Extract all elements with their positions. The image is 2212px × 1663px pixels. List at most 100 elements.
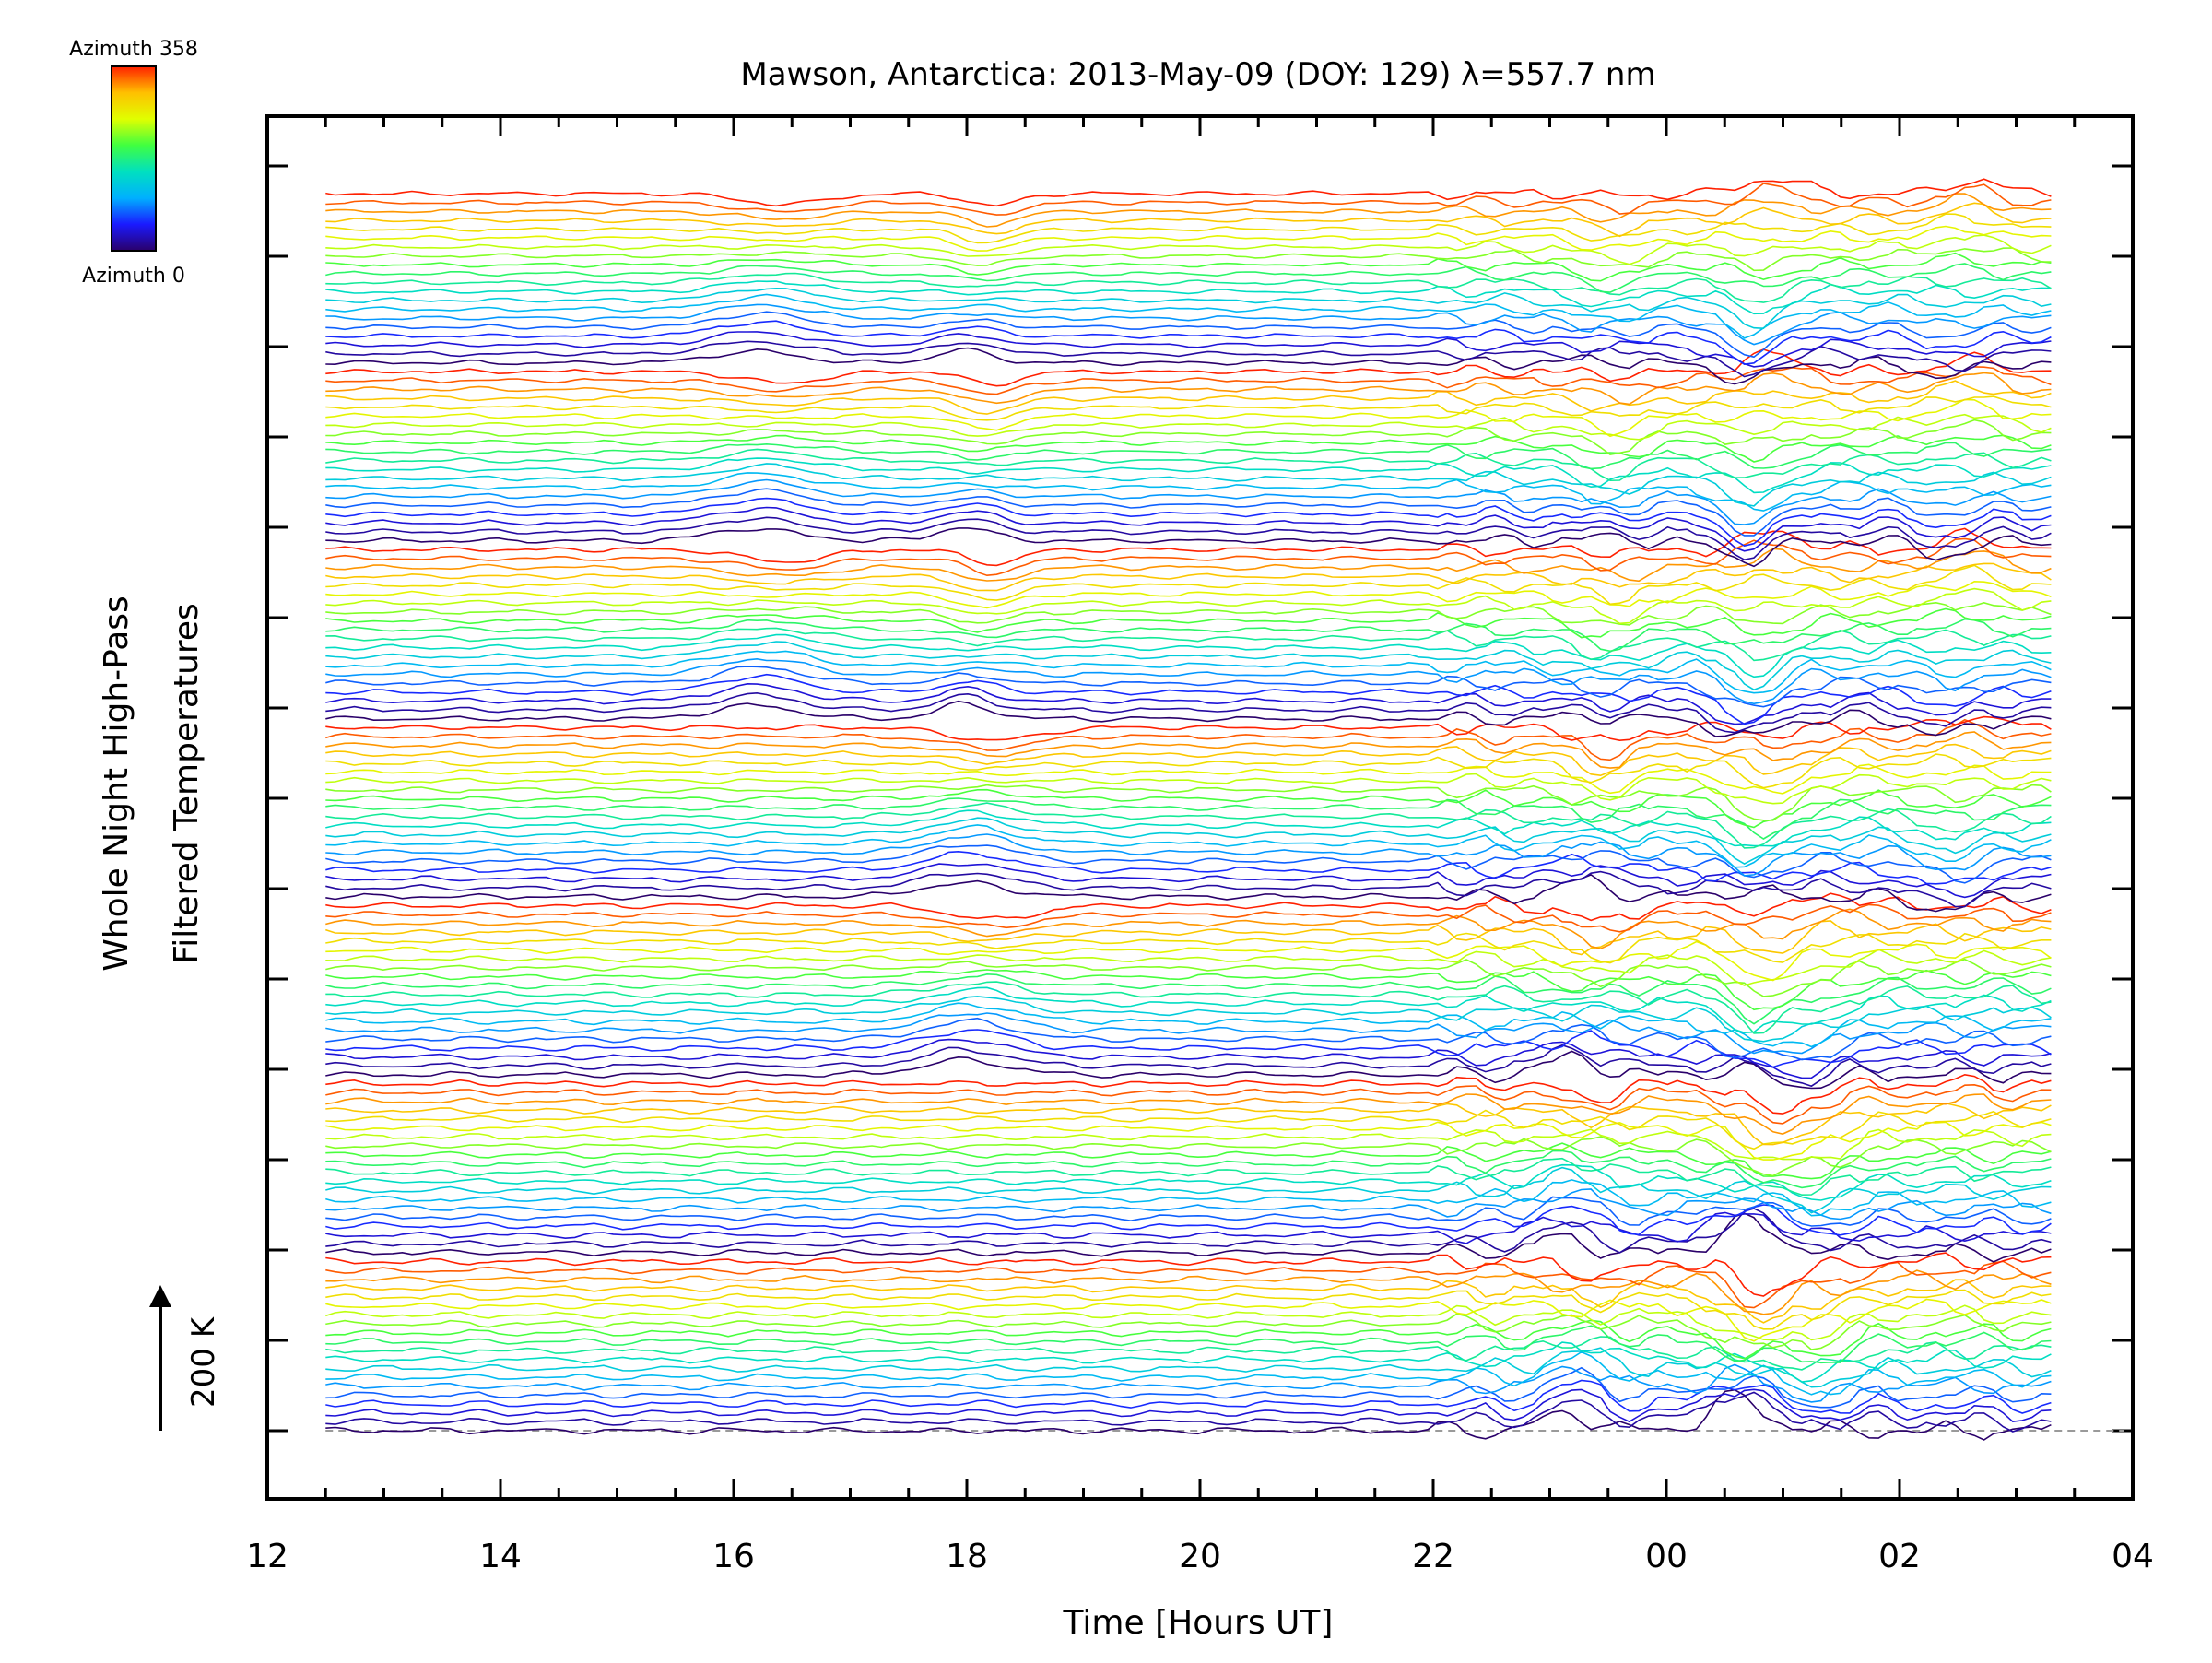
series-line xyxy=(325,272,2052,303)
series-line xyxy=(325,627,2052,662)
series-line xyxy=(325,587,2052,625)
series-line xyxy=(325,1208,2052,1254)
series-line xyxy=(325,1289,2052,1330)
series-line xyxy=(325,657,2052,705)
series-line xyxy=(325,673,2052,725)
series-line xyxy=(325,280,2052,315)
series-line xyxy=(325,225,2052,252)
series-line xyxy=(325,1313,2052,1350)
series-line xyxy=(325,1269,2052,1315)
series-line xyxy=(325,1050,2052,1090)
series-line xyxy=(325,1163,2052,1201)
series-line xyxy=(325,1379,2052,1414)
series-line xyxy=(325,940,2052,982)
colorbar-top-label: Azimuth 358 xyxy=(69,38,198,61)
series-line xyxy=(325,863,2052,899)
series-traces xyxy=(325,178,2124,1441)
series-line xyxy=(325,1388,2052,1423)
series-line xyxy=(325,958,2052,997)
series-line xyxy=(325,892,2052,922)
x-axis-ticks xyxy=(265,116,2135,1499)
scale-label: 200 K xyxy=(185,1315,222,1408)
series-line xyxy=(325,1128,2052,1161)
series-line xyxy=(325,850,2052,885)
series-line xyxy=(325,809,2052,847)
y-axis-label-line2: Filtered Temperatures xyxy=(168,603,206,964)
series-line xyxy=(325,234,2052,265)
series-line xyxy=(325,372,2052,406)
series-line xyxy=(325,1279,2052,1324)
plot-frame xyxy=(265,114,2135,1501)
series-line xyxy=(325,1044,2052,1088)
series-line xyxy=(325,1002,2052,1048)
series-line xyxy=(325,497,2052,548)
series-line xyxy=(325,1188,2052,1221)
series-line xyxy=(325,527,2052,567)
series-line xyxy=(325,178,2052,207)
series-line xyxy=(325,1083,2052,1125)
series-line xyxy=(325,303,2052,346)
series-line xyxy=(325,948,2052,986)
series-line xyxy=(325,580,2052,609)
series-line xyxy=(325,263,2052,293)
y-axis-label-line1: Whole Night High-Pass xyxy=(98,596,135,972)
x-tick-label: 14 xyxy=(479,1538,522,1575)
series-line xyxy=(325,773,2052,805)
x-tick-label: 18 xyxy=(946,1538,988,1575)
series-line xyxy=(325,548,2052,583)
series-line xyxy=(325,562,2052,592)
series-line xyxy=(325,870,2052,908)
series-line xyxy=(325,537,2052,577)
series-line xyxy=(325,1093,2052,1135)
series-line xyxy=(325,1121,2052,1161)
series-line xyxy=(325,1363,2052,1403)
series-line xyxy=(325,320,2052,366)
series-line xyxy=(325,908,2052,950)
series-line xyxy=(325,743,2052,777)
series-line xyxy=(325,1350,2052,1396)
series-line xyxy=(325,1336,2052,1371)
series-line xyxy=(325,641,2052,691)
series-line xyxy=(325,442,2052,470)
series-line xyxy=(325,784,2052,821)
series-line xyxy=(325,1260,2052,1309)
series-line xyxy=(325,932,2052,964)
series-line xyxy=(325,478,2052,525)
series-line xyxy=(325,1212,2052,1263)
series-line xyxy=(325,920,2052,956)
series-line xyxy=(325,516,2052,561)
series-line xyxy=(325,753,2052,789)
series-line xyxy=(325,802,2052,849)
series-line xyxy=(325,463,2052,507)
series-line xyxy=(325,824,2052,868)
series-line xyxy=(325,1157,2052,1197)
series-line xyxy=(325,1252,2052,1297)
series-line xyxy=(325,1204,2052,1236)
series-line xyxy=(325,419,2052,455)
series-line xyxy=(325,287,2052,330)
series-line xyxy=(325,903,2052,933)
x-axis-tick-labels: 12 14 16 18 20 22 00 02 04 xyxy=(246,1538,2154,1575)
scale-arrow-head xyxy=(149,1285,171,1307)
chart-title: Mawson, Antarctica: 2013-May-09 (DOY: 12… xyxy=(740,56,1655,93)
series-line xyxy=(325,618,2052,653)
series-line xyxy=(325,1142,2052,1180)
series-line xyxy=(325,366,2052,395)
colorbar-bottom-label: Azimuth 0 xyxy=(82,265,185,288)
series-line xyxy=(325,633,2052,678)
y-ticks xyxy=(267,164,2133,1433)
colorbar xyxy=(111,65,157,252)
series-line xyxy=(325,1347,2052,1388)
x-tick-label: 16 xyxy=(712,1538,755,1575)
series-line xyxy=(325,1298,2052,1342)
series-line xyxy=(325,1391,2052,1433)
series-line xyxy=(325,1038,2052,1079)
series-line xyxy=(325,1029,2052,1068)
x-tick-label: 04 xyxy=(2112,1538,2154,1575)
series-line xyxy=(325,434,2052,463)
series-line xyxy=(325,1150,2052,1189)
series-line xyxy=(325,1073,2052,1115)
series-line xyxy=(325,202,2052,238)
series-line xyxy=(325,395,2052,421)
